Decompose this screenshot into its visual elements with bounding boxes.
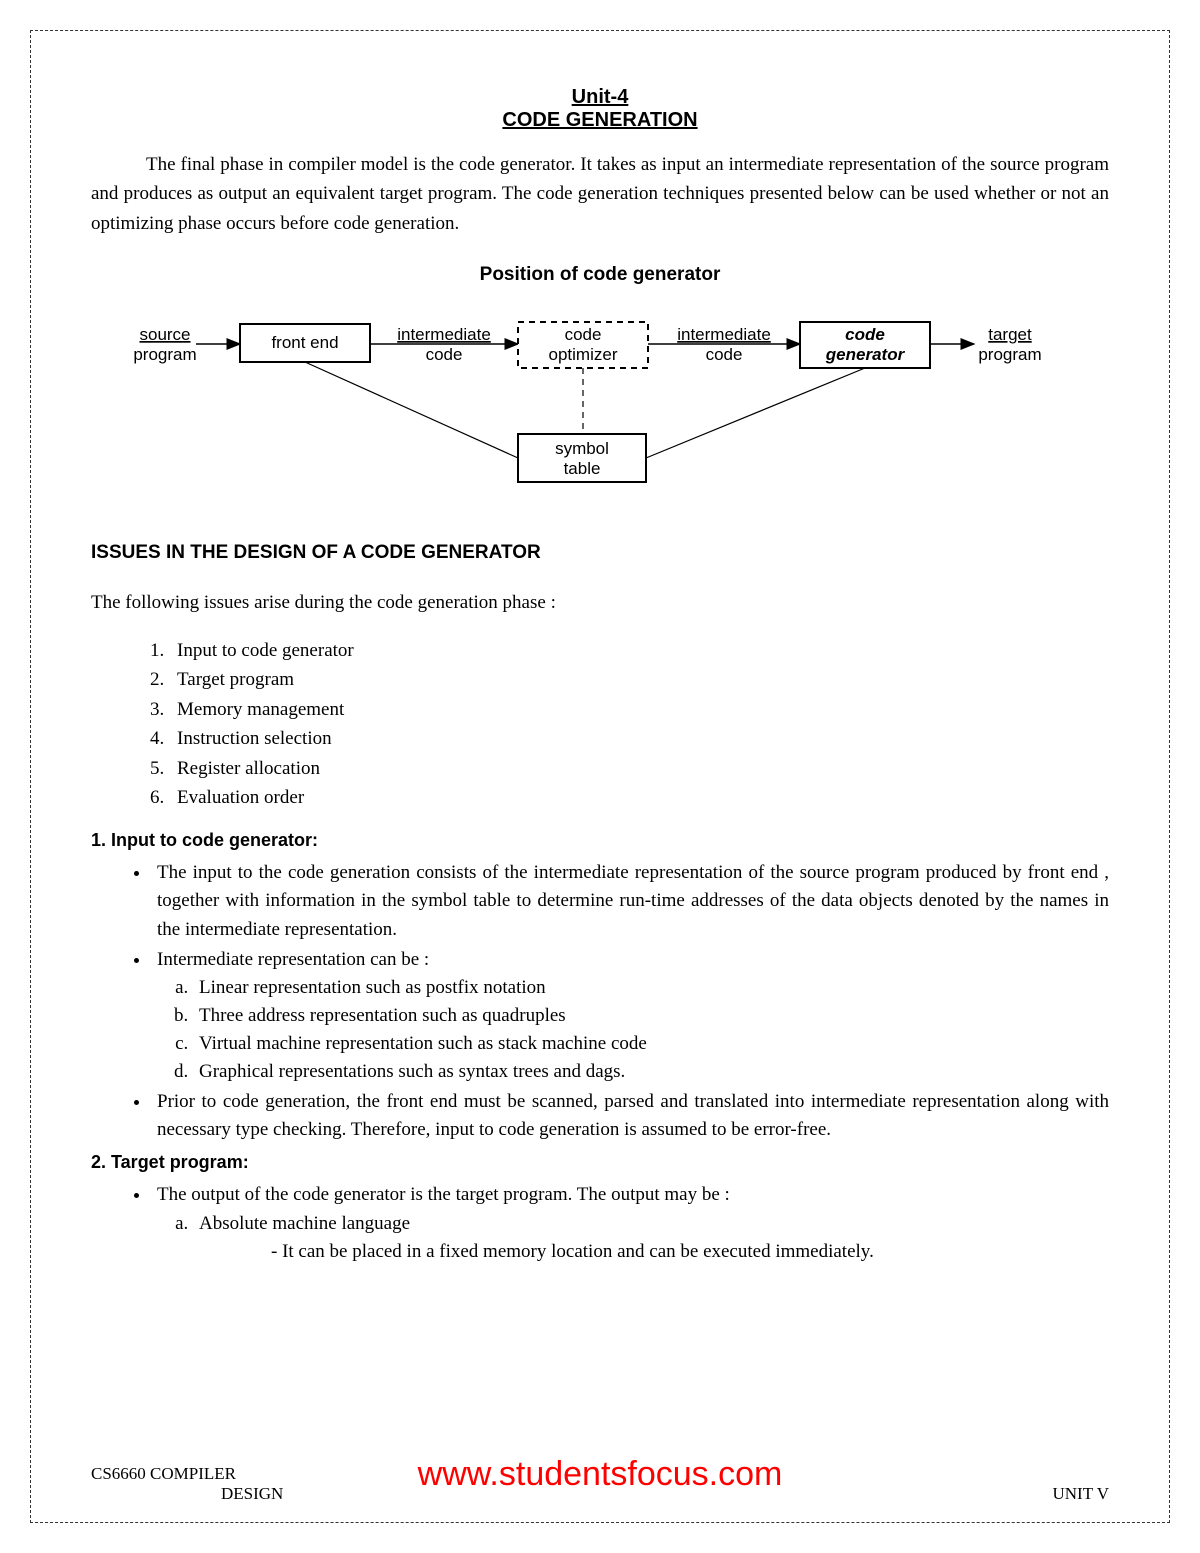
edge-label-ic1-top: intermediate bbox=[397, 325, 491, 344]
issue-item: Register allocation bbox=[169, 754, 1109, 783]
footer-right: UNIT V bbox=[1052, 1484, 1109, 1504]
sec1-b3: Prior to code generation, the front end … bbox=[151, 1088, 1109, 1144]
edge-gen-symtab bbox=[646, 368, 865, 458]
sec1-b1: The input to the code generation consist… bbox=[151, 859, 1109, 943]
sec1-b2-c: Virtual machine representation such as s… bbox=[193, 1030, 1109, 1058]
edge-label-ic1-bot: code bbox=[426, 345, 463, 364]
sec1-b2-lead: Intermediate representation can be : bbox=[157, 949, 429, 970]
sec1-b2-b: Three address representation such as qua… bbox=[193, 1002, 1109, 1030]
node-source-bot: program bbox=[133, 345, 196, 364]
sec2-b1-a-text: Absolute machine language bbox=[199, 1213, 410, 1234]
sec1-bullets: The input to the code generation consist… bbox=[151, 859, 1109, 1144]
issue-item: Instruction selection bbox=[169, 724, 1109, 753]
sec2-b1-a-note: - It can be placed in a fixed memory loc… bbox=[271, 1238, 1109, 1266]
flowchart-diagram: source program front end intermediate co… bbox=[91, 304, 1109, 514]
sec1-b2-a: Linear representation such as postfix no… bbox=[193, 974, 1109, 1002]
sec2-b1: The output of the code generator is the … bbox=[151, 1181, 1109, 1265]
edge-label-ic2-top: intermediate bbox=[677, 325, 771, 344]
node-opt-bot: optimizer bbox=[549, 345, 618, 364]
sec2-heading: 2. Target program: bbox=[91, 1152, 1109, 1173]
node-gen-bot: generator bbox=[825, 345, 906, 364]
node-symtab-top: symbol bbox=[555, 439, 609, 458]
sec2-b1-sublist: Absolute machine language - It can be pl… bbox=[193, 1210, 1109, 1266]
issue-item: Input to code generator bbox=[169, 636, 1109, 665]
intro-paragraph: The final phase in compiler model is the… bbox=[91, 150, 1109, 238]
sec1-b2-sublist: Linear representation such as postfix no… bbox=[193, 974, 1109, 1086]
edge-label-ic2-bot: code bbox=[706, 345, 743, 364]
node-source-top: source bbox=[139, 325, 190, 344]
sec2-b1-lead: The output of the code generator is the … bbox=[157, 1184, 730, 1205]
sec2-bullets: The output of the code generator is the … bbox=[151, 1181, 1109, 1265]
node-opt-top: code bbox=[565, 325, 602, 344]
node-front-end-label: front end bbox=[271, 333, 338, 352]
page-frame: Unit-4 CODE GENERATION The final phase i… bbox=[30, 30, 1170, 1523]
node-symtab-bot: table bbox=[564, 459, 601, 478]
page-title: CODE GENERATION bbox=[91, 109, 1109, 132]
node-target-top: target bbox=[988, 325, 1032, 344]
issue-item: Memory management bbox=[169, 695, 1109, 724]
issues-heading: ISSUES IN THE DESIGN OF A CODE GENERATOR bbox=[91, 542, 1109, 564]
issue-item: Target program bbox=[169, 665, 1109, 694]
node-gen-top: code bbox=[845, 325, 885, 344]
sec1-b2: Intermediate representation can be : Lin… bbox=[151, 946, 1109, 1087]
footer-left: CS6660 COMPILER DESIGN bbox=[91, 1464, 283, 1504]
diagram-caption: Position of code generator bbox=[91, 264, 1109, 286]
title-block: Unit-4 CODE GENERATION bbox=[91, 86, 1109, 132]
sec1-b2-d: Graphical representations such as syntax… bbox=[193, 1058, 1109, 1086]
sec2-b1-a: Absolute machine language - It can be pl… bbox=[193, 1210, 1109, 1266]
issue-item: Evaluation order bbox=[169, 783, 1109, 812]
issues-intro: The following issues arise during the co… bbox=[91, 588, 1109, 617]
footer-course: CS6660 COMPILER bbox=[91, 1464, 283, 1484]
edge-frontend-symtab bbox=[305, 362, 518, 458]
sec1-heading: 1. Input to code generator: bbox=[91, 830, 1109, 851]
footer-course2: DESIGN bbox=[221, 1484, 283, 1504]
issues-list: Input to code generator Target program M… bbox=[169, 636, 1109, 813]
node-target-bot: program bbox=[978, 345, 1041, 364]
unit-heading: Unit-4 bbox=[91, 86, 1109, 109]
